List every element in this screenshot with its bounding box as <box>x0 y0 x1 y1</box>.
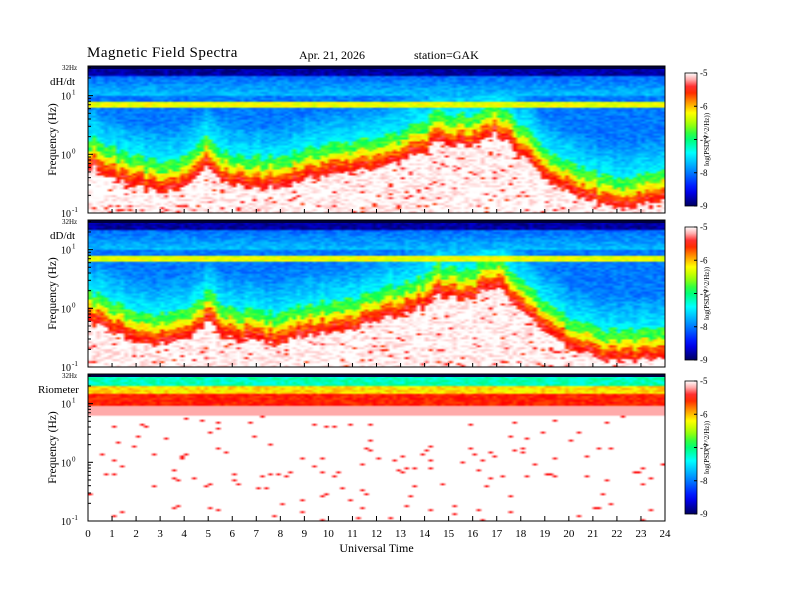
xtick-label: 18 <box>515 528 527 540</box>
top-strip <box>88 66 665 69</box>
ytick-label: 10 <box>61 150 71 161</box>
top-freq-label: 32Hz <box>62 372 77 380</box>
ytick-exponent: -1 <box>72 360 78 368</box>
xtick-label: 17 <box>491 528 503 540</box>
figure-title: Magnetic Field Spectra <box>87 45 238 61</box>
ylabel: Frequency (Hz) <box>47 411 59 484</box>
xtick-label: 10 <box>323 528 335 540</box>
heatmap-dhdt <box>88 66 665 213</box>
colorbar-tick-label: -8 <box>700 322 708 332</box>
colorbar-tick-label: -9 <box>700 355 708 365</box>
xtick-label: 15 <box>443 528 455 540</box>
ytick-label: 10 <box>61 209 71 220</box>
xtick-label: 6 <box>230 528 236 540</box>
panel-name: dD/dt <box>50 230 75 242</box>
panel-name: dH/dt <box>50 76 75 88</box>
ytick-label: 10 <box>61 458 71 469</box>
ytick-label: 10 <box>61 363 71 374</box>
colorbar-tick-label: -5 <box>700 222 708 232</box>
top-strip <box>88 374 665 377</box>
ytick-label: 10 <box>61 400 71 411</box>
xtick-label: 11 <box>347 528 358 540</box>
colorbar-tick-label: -5 <box>700 68 708 78</box>
ytick-label: 10 <box>61 92 71 103</box>
xtick-label: 0 <box>85 528 91 540</box>
ytick-exponent: 0 <box>72 455 76 463</box>
colorbar-tick-label: -8 <box>700 168 708 178</box>
colorbar-tick-label: -7 <box>700 443 708 453</box>
colorbar-tick-label: -6 <box>700 101 708 111</box>
xtick-label: 3 <box>157 528 163 540</box>
station-label: station=GAK <box>414 48 479 62</box>
ytick-label: 10 <box>61 304 71 315</box>
ytick-exponent: 0 <box>72 301 76 309</box>
xaxis-label: Universal Time <box>339 541 413 555</box>
colorbar-tick-label: -6 <box>700 409 708 419</box>
xtick-label: 9 <box>302 528 308 540</box>
ytick-exponent: -1 <box>72 514 78 522</box>
xtick-label: 8 <box>278 528 284 540</box>
ytick-exponent: 1 <box>72 397 76 405</box>
xtick-label: 5 <box>205 528 211 540</box>
colorbar-tick-label: -6 <box>700 255 708 265</box>
colorbar-tick-label: -8 <box>700 476 708 486</box>
colorbar-tick-label: -9 <box>700 509 708 519</box>
ytick-exponent: 1 <box>72 89 76 97</box>
colorbar-label: log(PSD(V^2/Hz)) <box>703 112 711 166</box>
colorbar-label: log(PSD(V^2/Hz)) <box>703 420 711 474</box>
xtick-label: 4 <box>181 528 187 540</box>
xtick-label: 23 <box>635 528 647 540</box>
ytick-label: 10 <box>61 246 71 257</box>
panel-name: Riometer <box>38 384 79 396</box>
xtick-label: 13 <box>395 528 407 540</box>
figure-date: Apr. 21, 2026 <box>299 48 365 62</box>
xtick-label: 24 <box>660 528 672 540</box>
ytick-exponent: 1 <box>72 243 76 251</box>
colorbar-tick-label: -9 <box>700 201 708 211</box>
xtick-label: 1 <box>109 528 115 540</box>
ytick-exponent: 0 <box>72 147 76 155</box>
xtick-label: 22 <box>611 528 622 540</box>
top-freq-label: 32Hz <box>62 64 77 72</box>
ytick-label: 10 <box>61 517 71 528</box>
colorbar-label: log(PSD(V^2/Hz)) <box>703 266 711 320</box>
xtick-label: 21 <box>587 528 598 540</box>
ylabel: Frequency (Hz) <box>47 257 59 330</box>
colorbar-tick-label: -7 <box>700 289 708 299</box>
xtick-label: 19 <box>539 528 551 540</box>
top-strip <box>88 220 665 223</box>
heatmap-dddt <box>88 220 665 367</box>
xtick-label: 14 <box>419 528 431 540</box>
colorbar-tick-label: -5 <box>700 376 708 386</box>
xtick-label: 20 <box>563 528 575 540</box>
xtick-label: 2 <box>133 528 139 540</box>
xtick-label: 7 <box>254 528 260 540</box>
ylabel: Frequency (Hz) <box>47 103 59 176</box>
colorbar-tick-label: -7 <box>700 135 708 145</box>
top-freq-label: 32Hz <box>62 218 77 226</box>
xtick-label: 12 <box>371 528 382 540</box>
heatmap-riometer <box>88 374 665 521</box>
xtick-label: 16 <box>467 528 479 540</box>
ytick-exponent: -1 <box>72 206 78 214</box>
